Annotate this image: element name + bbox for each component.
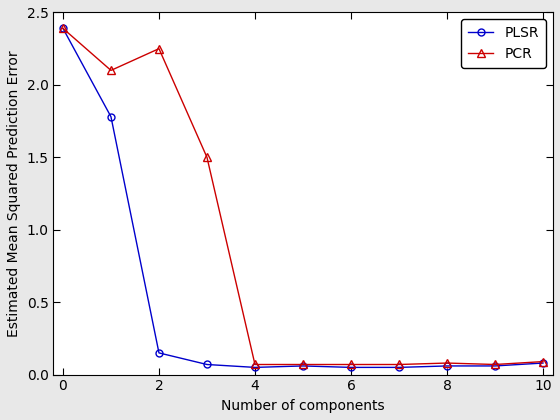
PCR (540, 359, 547, 364)
PLSR (300, 363, 306, 368)
Legend: PLSR, PCR: PLSR, PCR (461, 19, 545, 68)
PLSR (492, 363, 498, 368)
PCR (251, 362, 258, 367)
PCR (156, 46, 162, 51)
PCR (348, 362, 354, 367)
PLSR (156, 350, 162, 355)
PCR (492, 362, 498, 367)
PLSR (395, 365, 402, 370)
Line: PLSR: PLSR (59, 25, 547, 371)
PLSR (59, 26, 66, 31)
PLSR (204, 362, 211, 367)
PLSR (108, 114, 114, 119)
PLSR (251, 365, 258, 370)
X-axis label: Number of components: Number of components (221, 399, 385, 413)
PCR (300, 362, 306, 367)
PCR (59, 26, 66, 31)
Line: PCR: PCR (59, 24, 547, 369)
PCR (108, 68, 114, 73)
PLSR (348, 365, 354, 370)
PLSR (540, 360, 547, 365)
PCR (444, 360, 450, 365)
PCR (204, 155, 211, 160)
PCR (395, 362, 402, 367)
PLSR (444, 363, 450, 368)
Y-axis label: Estimated Mean Squared Prediction Error: Estimated Mean Squared Prediction Error (7, 50, 21, 337)
